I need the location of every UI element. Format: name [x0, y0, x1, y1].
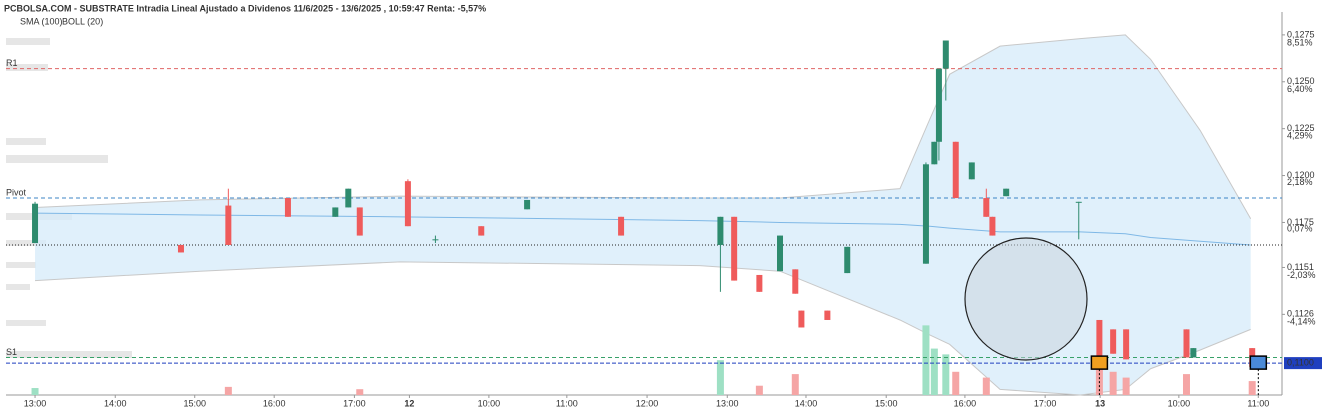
- event-marker: [1249, 355, 1268, 370]
- x-tick-label: 12:00: [636, 398, 659, 408]
- candle-body: [922, 164, 929, 264]
- candle-body: [798, 310, 805, 328]
- sma-line: [35, 212, 1251, 246]
- x-tick-label: 13: [1095, 398, 1105, 408]
- volume-bar: [922, 325, 930, 395]
- candle-body: [935, 68, 942, 142]
- volume-bar: [942, 354, 950, 395]
- candle-body: [345, 188, 352, 208]
- candle-body: [777, 235, 784, 272]
- candle-body: [332, 207, 339, 217]
- level-label: S1: [6, 347, 17, 357]
- x-tick-label: 15:00: [875, 398, 898, 408]
- y2-tick-label: 4,29%: [1287, 131, 1313, 141]
- candle-body: [225, 205, 232, 245]
- volume-bar: [755, 385, 763, 395]
- candle-body: [731, 216, 738, 281]
- y-tick-label: 0,1126: [1287, 309, 1314, 319]
- x-tick-label: 12: [404, 398, 414, 408]
- volume-bar: [952, 371, 960, 395]
- y2-tick-label: 0,07%: [1287, 224, 1313, 234]
- x-tick-label: 14:00: [104, 398, 127, 408]
- event-marker: [1090, 355, 1109, 370]
- volume-bar: [716, 360, 724, 395]
- y-tick-label: 0,1200: [1287, 170, 1315, 180]
- volume-bar: [356, 389, 364, 395]
- candle-body: [1110, 329, 1117, 354]
- candle-body: [1190, 348, 1197, 358]
- candle-body: [717, 216, 724, 245]
- y2-tick-label: 8,51%: [1287, 37, 1313, 47]
- candle-body: [356, 207, 363, 236]
- candle-body: [824, 310, 831, 320]
- candle-body: [404, 181, 411, 227]
- last-price-box: [1284, 357, 1322, 370]
- x-tick-label: 16:00: [263, 398, 286, 408]
- x-tick-label: 10:00: [478, 398, 501, 408]
- candle-body: [177, 244, 184, 253]
- candle-body: [1096, 319, 1103, 360]
- x-tick-label: 14:00: [795, 398, 818, 408]
- x-tick-label: 10:00: [1168, 398, 1191, 408]
- volume-bar: [1109, 371, 1117, 395]
- volume-bar: [791, 374, 799, 395]
- level-label: R1: [6, 58, 18, 68]
- y2-tick-label: 6,40%: [1287, 84, 1313, 94]
- chart-title: PCBOLSA.COM - SUBSTRATE Intradia Lineal …: [4, 3, 486, 13]
- y-tick-label: 0,1151: [1287, 262, 1314, 272]
- annotation-circle: [964, 237, 1088, 361]
- x-tick-label: 17:00: [343, 398, 366, 408]
- x-tick-label: 13:00: [716, 398, 739, 408]
- candle-body: [983, 198, 990, 217]
- volume-bar: [1122, 377, 1130, 395]
- volume-bar: [31, 388, 39, 395]
- candle-body: [756, 274, 763, 292]
- volume-bar: [1182, 374, 1190, 395]
- candle-body: [989, 216, 996, 236]
- y-tick-label: 0,1175: [1287, 217, 1314, 227]
- candle-body: [952, 141, 959, 199]
- candle-body: [792, 269, 799, 294]
- volume-bar: [982, 377, 990, 395]
- candle-body: [32, 203, 39, 244]
- candle-body: [1123, 329, 1130, 360]
- y2-tick-label: -2,03%: [1287, 270, 1316, 280]
- y-tick-label: 0,1275: [1287, 29, 1315, 39]
- x-tick-label: 11:00: [1247, 398, 1269, 408]
- legend-label: SMA (100): [20, 16, 63, 26]
- y-tick-label: 0,1225: [1287, 123, 1315, 133]
- x-tick-label: 17:00: [1034, 398, 1057, 408]
- candle-body: [844, 246, 851, 274]
- y2-tick-label: -4,14%: [1287, 316, 1316, 326]
- x-tick-label: 11:00: [556, 398, 578, 408]
- volume-bar: [224, 386, 232, 395]
- candle-body: [942, 40, 949, 69]
- x-tick-label: 15:00: [183, 398, 206, 408]
- y2-tick-label: 2,18%: [1287, 177, 1313, 187]
- candle-body: [432, 239, 439, 241]
- bollinger-band: [35, 34, 1251, 395]
- volume-bar: [930, 348, 938, 395]
- bollinger-lower: [35, 261, 1251, 396]
- candle-body: [1075, 201, 1082, 203]
- candle-body: [478, 226, 485, 236]
- candle-body: [1183, 329, 1190, 358]
- x-tick-label: 13:00: [24, 398, 47, 408]
- level-label: Pivot: [6, 187, 27, 197]
- volume-bar: [1248, 381, 1256, 395]
- candle-body: [1003, 188, 1010, 197]
- last-price-label: 0,1100: [1287, 357, 1314, 367]
- x-tick-label: 16:00: [954, 398, 977, 408]
- candle-body: [284, 198, 291, 217]
- candle-body: [618, 216, 625, 236]
- y-tick-label: 0,1250: [1287, 76, 1315, 86]
- candle-body: [968, 162, 975, 180]
- candle-body: [931, 141, 938, 165]
- legend-label: BOLL (20): [62, 16, 103, 26]
- candle-body: [524, 199, 531, 210]
